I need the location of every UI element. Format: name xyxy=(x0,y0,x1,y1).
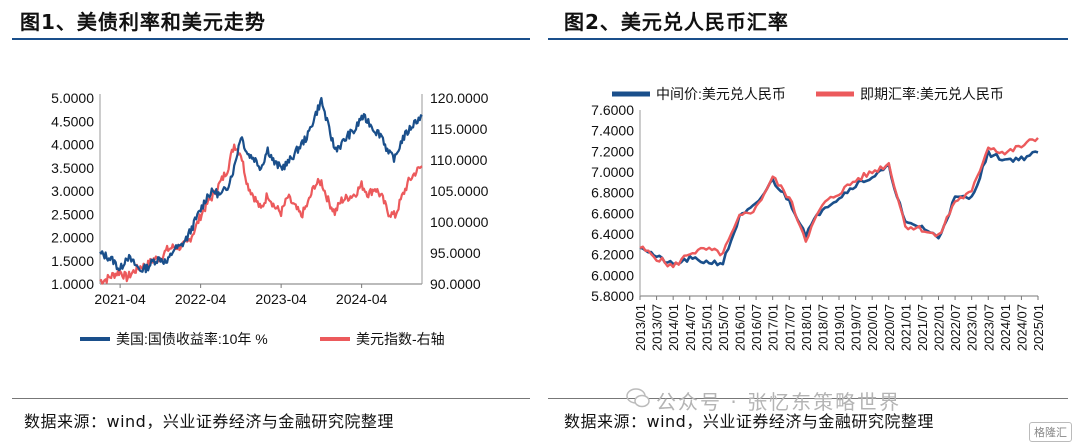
chart2-ytick-label: 7.0000 xyxy=(591,164,634,180)
chart2-ytick-label: 6.4000 xyxy=(591,226,634,242)
chart1-ytick-left-label: 4.5000 xyxy=(51,113,94,129)
chart1-ytick-left-label: 3.5000 xyxy=(51,160,94,176)
chart1-xtick-label: 2024-04 xyxy=(336,291,388,307)
chart1-svg: 1.0000 1.5000 2.0000 2.5000 3.0000 3.5000 4.00… xyxy=(51,90,489,347)
chart1-ytick-right-label: 90.0000 xyxy=(430,276,481,292)
chart1-xtick-label: 2023-04 xyxy=(255,291,307,307)
chart2-xtick-label: 2015/01 xyxy=(699,304,714,351)
chart1-xtick-label: 2021-04 xyxy=(94,291,146,307)
figure1-title: 图1、美债利率和美元走势 xyxy=(20,10,266,34)
chart2-ytick-label: 6.8000 xyxy=(591,185,634,201)
chart2-ytick-label: 6.0000 xyxy=(591,267,634,283)
chart1-ytick-left-label: 3.0000 xyxy=(51,183,94,199)
chart1-xtick-label: 2022-04 xyxy=(175,291,227,307)
chart2-xtick-label: 2018/07 xyxy=(815,304,830,351)
figure2-footer-rule xyxy=(548,398,1068,399)
chart2-xtick-label: 2021/07 xyxy=(915,304,930,351)
chart2-xtick-label: 2016/01 xyxy=(733,304,748,351)
chart2-ytick-label: 7.2000 xyxy=(591,143,634,159)
figure2-panel: 图2、美元兑人民币汇率 5.8000 6.0000 6.2000 6.4000 6.60… xyxy=(548,0,1080,448)
chart2-xtick-label: 2018/01 xyxy=(799,304,814,351)
chart1-ytick-right-label: 100.0000 xyxy=(430,214,489,230)
figure2-source: 数据来源：wind，兴业证券经济与金融研究院整理 xyxy=(564,412,934,431)
chart1-ytick-left-label: 1.0000 xyxy=(51,276,94,292)
chart2-xtick-label: 2014/01 xyxy=(666,304,681,351)
figure1-panel: 图1、美债利率和美元走势 1.0000 1.5000 2.0000 2.5000 3.0… xyxy=(12,10,530,431)
chart1-ytick-left-label: 5.0000 xyxy=(51,90,94,106)
chart2-xtick-label: 2013/01 xyxy=(633,304,648,351)
chart2-xtick-label: 2019/07 xyxy=(849,304,864,351)
chart2-xtick-label: 2017/07 xyxy=(782,304,797,351)
chart2-series-central-parity xyxy=(639,149,1039,267)
figure1-title-rule xyxy=(12,38,530,40)
chart2-xtick-label: 2022/01 xyxy=(932,304,947,351)
chart1-ytick-right-label: 95.0000 xyxy=(430,245,481,261)
chart2-xtick-label: 2020/01 xyxy=(865,304,880,351)
chart1-series-ust10y xyxy=(99,96,423,274)
chart1-ytick-right-label: 105.0000 xyxy=(430,183,489,199)
chart1-ytick-left-label: 2.5000 xyxy=(51,206,94,222)
chart2-xtick-label: 2016/07 xyxy=(749,304,764,351)
chart1-ytick-right-label: 120.0000 xyxy=(430,90,489,106)
figure2-title-rule xyxy=(548,38,1068,40)
chart1-legend-label-ust10y: 美国:国债收益率:10年 % xyxy=(116,331,268,347)
chart2-ytick-label: 6.6000 xyxy=(591,205,634,221)
chart2-ytick-label: 5.8000 xyxy=(591,288,634,304)
chart2-ytick-label: 7.4000 xyxy=(591,123,634,139)
chart1-legend-label-usd-index: 美元指数-右轴 xyxy=(356,331,445,347)
chart2-ytick-label: 7.6000 xyxy=(591,102,634,118)
figure1-source: 数据来源：wind，兴业证券经济与金融研究院整理 xyxy=(24,412,394,431)
chart1-ytick-left-label: 2.0000 xyxy=(51,230,94,246)
chart2-xtick-label: 2023/07 xyxy=(981,304,996,351)
chart2-svg: 5.8000 6.0000 6.2000 6.4000 6.6000 6.8000 7.00… xyxy=(591,86,1046,351)
watermark: 公众号 · 张忆东策略世界 xyxy=(656,390,902,414)
chart2-xtick-label: 2022/07 xyxy=(948,304,963,351)
chart1-ytick-right-label: 110.0000 xyxy=(430,152,488,168)
chart2-xtick-label: 2019/01 xyxy=(832,304,847,351)
chart2-legend-label-central-parity: 中间价:美元兑人民币 xyxy=(656,86,786,102)
chart2-xtick-label: 2017/01 xyxy=(766,304,781,351)
chart2-ytick-label: 6.2000 xyxy=(591,247,634,263)
chart1-ytick-left-label: 1.5000 xyxy=(51,253,94,269)
chart2-xtick-label: 2014/07 xyxy=(683,304,698,351)
figure1-footer-rule xyxy=(12,398,530,399)
chart2-xtick-label: 2015/07 xyxy=(716,304,731,351)
publisher-logo: 格隆汇 xyxy=(1029,422,1072,442)
chart2-legend-label-spot-rate: 即期汇率:美元兑人民币 xyxy=(860,86,1004,102)
chart2-xtick-label: 2020/07 xyxy=(882,304,897,351)
chart2-xtick-label: 2024/07 xyxy=(1014,304,1029,351)
chart2-xtick-label: 2023/01 xyxy=(965,304,980,351)
chart2-xtick-label: 2024/01 xyxy=(998,304,1013,351)
figure2-title: 图2、美元兑人民币汇率 xyxy=(564,10,789,34)
chart1-ytick-left-label: 4.0000 xyxy=(51,137,94,153)
wechat-icon xyxy=(626,388,650,408)
chart2-xtick-label: 2025/01 xyxy=(1031,304,1046,351)
chart2-xtick-label: 2013/07 xyxy=(650,304,665,351)
chart2-series-spot-rate xyxy=(639,137,1039,269)
chart2-xtick-label: 2021/01 xyxy=(898,304,913,351)
chart1-ytick-right-label: 115.0000 xyxy=(430,121,488,137)
